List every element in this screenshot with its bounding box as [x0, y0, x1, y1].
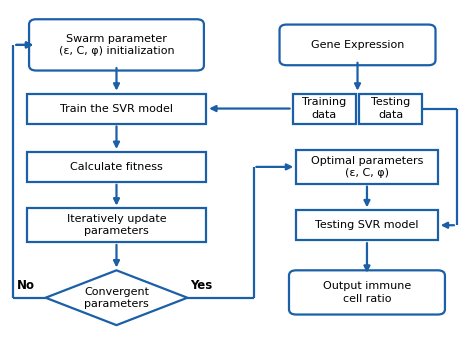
Text: Train the SVR model: Train the SVR model — [60, 104, 173, 114]
FancyBboxPatch shape — [289, 270, 445, 315]
FancyBboxPatch shape — [296, 150, 438, 184]
Text: Output immune
cell ratio: Output immune cell ratio — [323, 281, 411, 304]
Text: Testing SVR model: Testing SVR model — [315, 220, 419, 230]
FancyBboxPatch shape — [296, 210, 438, 240]
FancyBboxPatch shape — [27, 93, 206, 124]
Text: Optimal parameters
(ε, C, φ): Optimal parameters (ε, C, φ) — [311, 156, 423, 178]
FancyBboxPatch shape — [292, 93, 356, 124]
Text: Calculate fitness: Calculate fitness — [70, 162, 163, 172]
Text: Gene Expression: Gene Expression — [311, 40, 404, 50]
Text: Testing
data: Testing data — [371, 97, 410, 120]
FancyBboxPatch shape — [27, 152, 206, 182]
FancyBboxPatch shape — [359, 93, 422, 124]
Text: Swarm parameter
(ε, C, φ) initialization: Swarm parameter (ε, C, φ) initialization — [59, 34, 174, 56]
Text: Iteratively update
parameters: Iteratively update parameters — [67, 214, 166, 236]
FancyBboxPatch shape — [27, 208, 206, 242]
Text: Convergent
parameters: Convergent parameters — [84, 286, 149, 309]
Text: Training
data: Training data — [302, 97, 346, 120]
Text: No: No — [17, 279, 35, 293]
FancyBboxPatch shape — [280, 24, 436, 65]
Text: Yes: Yes — [190, 279, 212, 293]
FancyBboxPatch shape — [29, 19, 204, 71]
Polygon shape — [46, 270, 187, 325]
